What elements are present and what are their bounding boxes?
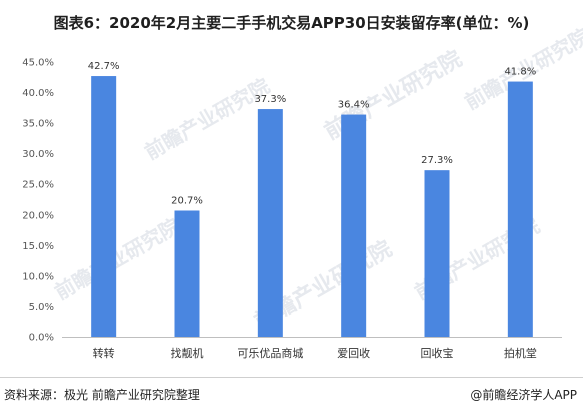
data-labels: 42.7% 20.7% 37.3% 36.4% 27.3% 41.8% — [88, 61, 536, 206]
y-tick-label: 5.0% — [29, 302, 54, 313]
x-category-label: 转转 — [93, 346, 115, 360]
footer-divider — [0, 377, 583, 378]
bar — [91, 76, 117, 338]
y-tick-label: 45.0% — [22, 58, 54, 69]
x-category-label: 爱回收 — [337, 346, 370, 360]
bar — [507, 81, 533, 337]
x-category-label: 回收宝 — [421, 346, 454, 360]
y-tick-label: 20.0% — [22, 210, 54, 221]
data-label: 36.4% — [338, 100, 370, 111]
bar-series — [91, 76, 533, 338]
watermark-text: 前瞻产业研究院 — [141, 74, 274, 165]
data-label: 27.3% — [421, 155, 453, 166]
data-label: 42.7% — [88, 61, 120, 72]
y-tick-label: 40.0% — [22, 88, 54, 99]
chart-title: 图表6：2020年2月主要二手手机交易APP30日安装留存率(单位：%) — [53, 14, 530, 32]
x-category-label: 可乐优品商城 — [237, 346, 303, 360]
data-label: 20.7% — [171, 196, 203, 207]
y-tick-label: 0.0% — [29, 333, 54, 344]
watermark-text: 前瞻产业研究院 — [51, 214, 184, 305]
data-label: 37.3% — [254, 94, 286, 105]
data-label: 41.8% — [504, 67, 536, 78]
y-axis-ticks: 0.0% 5.0% 10.0% 15.0% 20.0% 25.0% 30.0% 35.0% 40… — [22, 58, 54, 344]
bar — [174, 210, 200, 337]
bar — [424, 170, 450, 337]
y-tick-label: 25.0% — [22, 180, 54, 191]
bar — [341, 114, 367, 337]
y-tick-label: 35.0% — [22, 119, 54, 130]
bar — [257, 109, 283, 337]
y-tick-label: 15.0% — [22, 241, 54, 252]
x-category-label: 找靓机 — [171, 346, 204, 360]
source-note: 资料来源：极光 前瞻产业研究院整理 — [4, 388, 200, 402]
credit-note: @前瞻经济学人APP — [470, 388, 577, 402]
y-tick-label: 10.0% — [22, 271, 54, 282]
x-axis-categories: 转转 找靓机 可乐优品商城 爱回收 回收宝 拍机堂 — [93, 346, 537, 360]
y-tick-label: 30.0% — [22, 149, 54, 160]
x-category-label: 拍机堂 — [504, 346, 537, 360]
